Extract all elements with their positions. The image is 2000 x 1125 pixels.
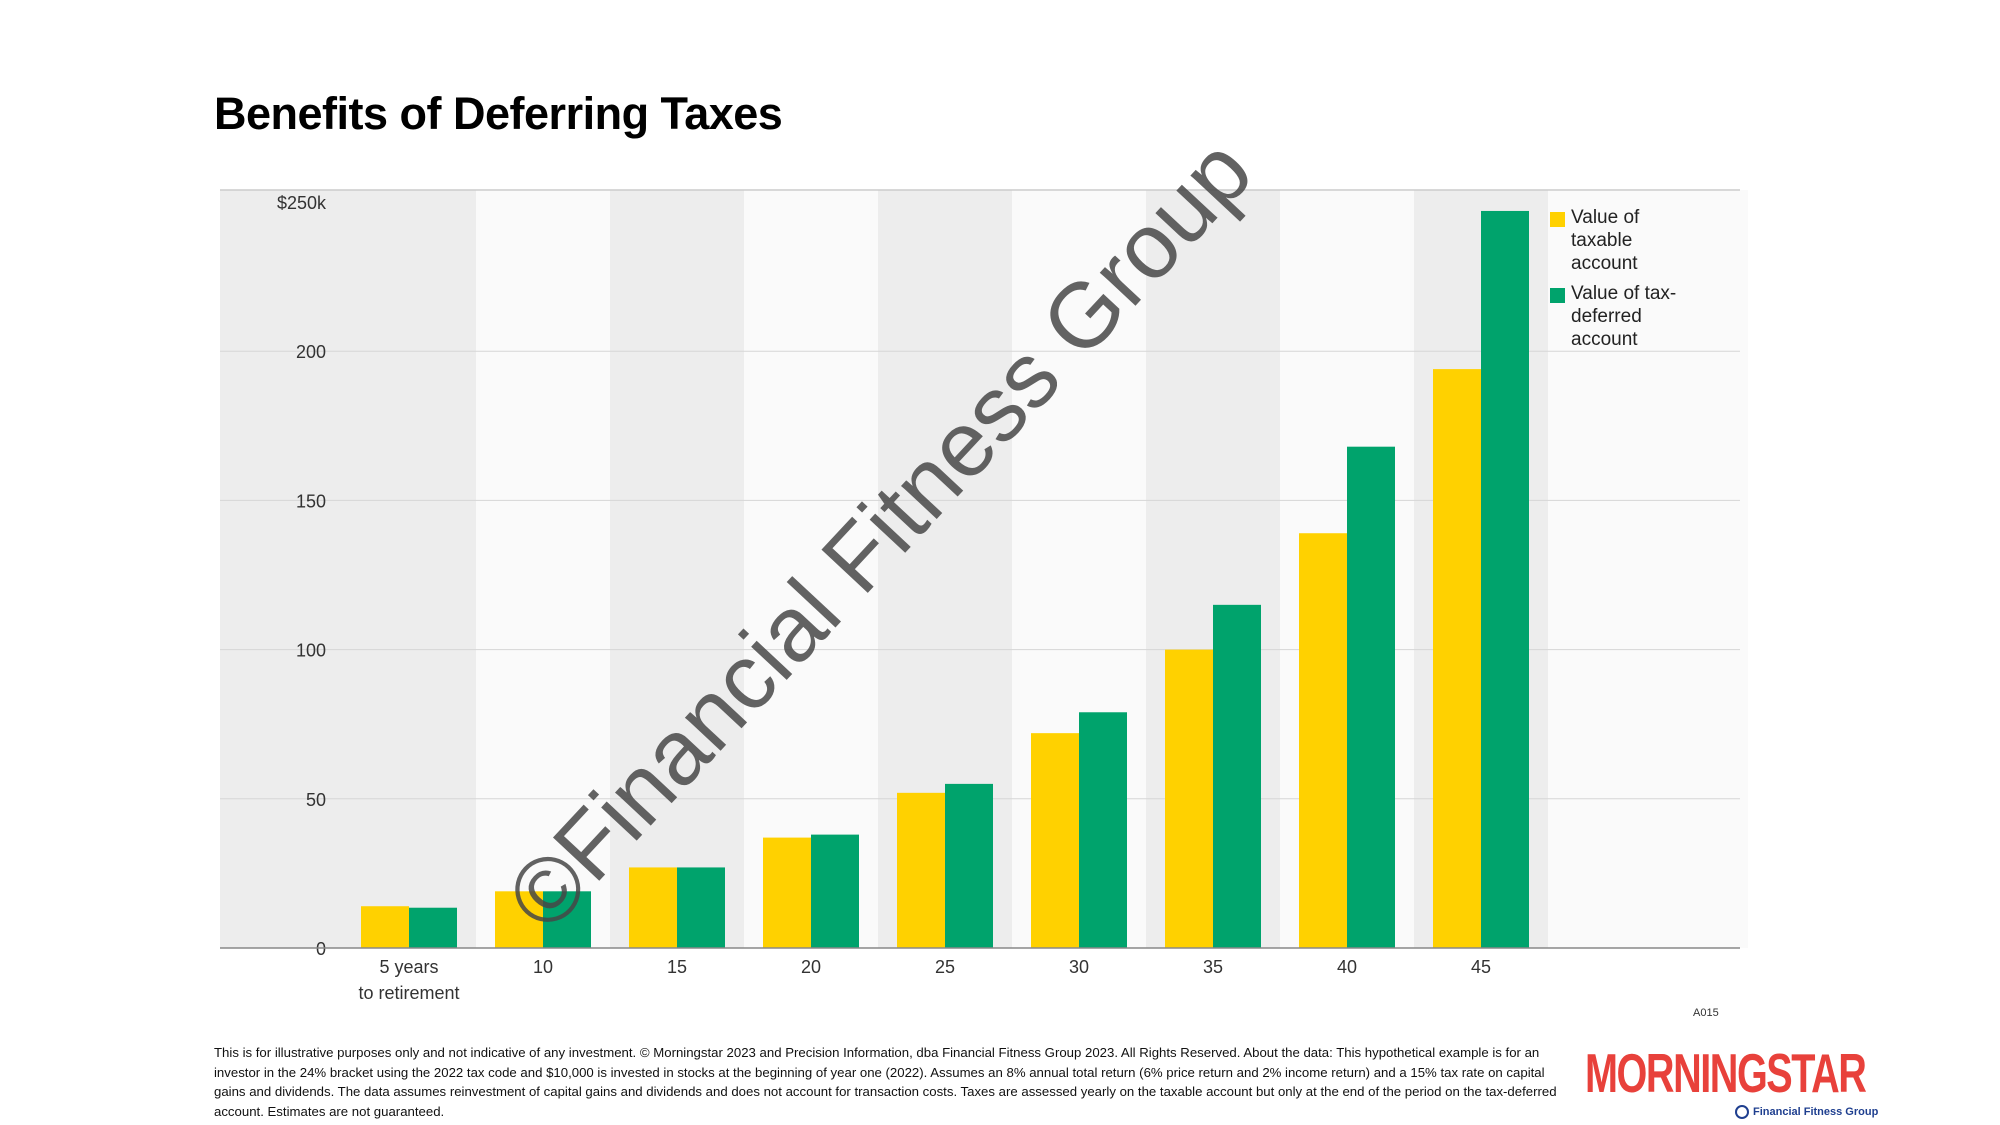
- logo-wordmark: MORNINGSTAR: [1585, 1042, 1867, 1104]
- x-tick-label: 10: [533, 957, 553, 977]
- bar-taxable: [1433, 369, 1481, 948]
- bar-tax-deferred: [543, 891, 591, 948]
- x-tick-label: 45: [1471, 957, 1491, 977]
- legend-swatch-tax-deferred: [1550, 288, 1565, 303]
- y-tick-label: 0: [316, 939, 326, 959]
- bar-tax-deferred: [811, 834, 859, 948]
- axes: 0 50 100 150 200 $250k 5 years to retirement 10 1…: [220, 193, 1740, 1003]
- footnote: This is for illustrative purposes only a…: [214, 1045, 1557, 1119]
- legend-swatch-taxable: [1550, 212, 1565, 227]
- bar-taxable: [495, 891, 543, 948]
- x-tick-label: 35: [1203, 957, 1223, 977]
- column-band: [744, 190, 878, 948]
- x-tick-label: 40: [1337, 957, 1357, 977]
- bar-taxable: [763, 837, 811, 948]
- bar-tax-deferred: [945, 783, 993, 948]
- y-tick-label: 150: [296, 491, 326, 511]
- column-band: [220, 190, 342, 948]
- logo-sub-label: Financial Fitness Group: [1753, 1106, 1879, 1118]
- bar-tax-deferred: [1213, 604, 1261, 948]
- column-band: [610, 190, 744, 948]
- logo-subtitle: Financial Fitness Group: [1735, 1105, 1878, 1119]
- legend-label-taxable: Value of taxable account: [1571, 207, 1640, 274]
- y-tick-label: 50: [306, 790, 326, 810]
- x-tick-label: to retirement: [358, 983, 459, 1003]
- legend-label-tax-deferred: Value of tax-deferred account: [1571, 283, 1677, 350]
- page-title: Benefits of Deferring Taxes: [214, 88, 783, 139]
- legend: Value of taxable account Value of tax-de…: [1550, 206, 1681, 358]
- morningstar-logo: MORNINGSTAR Financial Fitness Group: [1585, 1042, 1974, 1119]
- column-band: [1548, 190, 1682, 948]
- bar-taxable: [629, 867, 677, 948]
- bar-tax-deferred: [1481, 210, 1529, 948]
- ffg-logo-icon: [1735, 1105, 1749, 1119]
- column-band: [342, 190, 476, 948]
- x-tick-label: 30: [1069, 957, 1089, 977]
- x-tick-label: 5 years: [379, 957, 438, 977]
- column-band: [476, 190, 610, 948]
- bar-taxable: [361, 906, 409, 948]
- slide-code: A015: [1693, 1007, 1719, 1019]
- bar-taxable: [897, 792, 945, 948]
- bar-taxable: [1031, 733, 1079, 948]
- legend-item-tax-deferred: Value of tax-deferred account: [1550, 282, 1681, 351]
- bar-taxable: [1165, 649, 1213, 948]
- bars: [361, 210, 1529, 948]
- bar-tax-deferred: [1079, 712, 1127, 948]
- y-tick-label: $250k: [277, 193, 327, 213]
- plot-area-right: [1690, 190, 1748, 948]
- x-tick-label: 15: [667, 957, 687, 977]
- bar-tax-deferred: [1347, 446, 1395, 948]
- legend-item-taxable: Value of taxable account: [1550, 206, 1681, 275]
- y-tick-label: 100: [296, 641, 326, 661]
- x-tick-label: 25: [935, 957, 955, 977]
- bar-taxable: [1299, 533, 1347, 948]
- y-tick-label: 200: [296, 342, 326, 362]
- bar-tax-deferred: [409, 907, 457, 948]
- x-tick-label: 20: [801, 957, 821, 977]
- bar-tax-deferred: [677, 867, 725, 948]
